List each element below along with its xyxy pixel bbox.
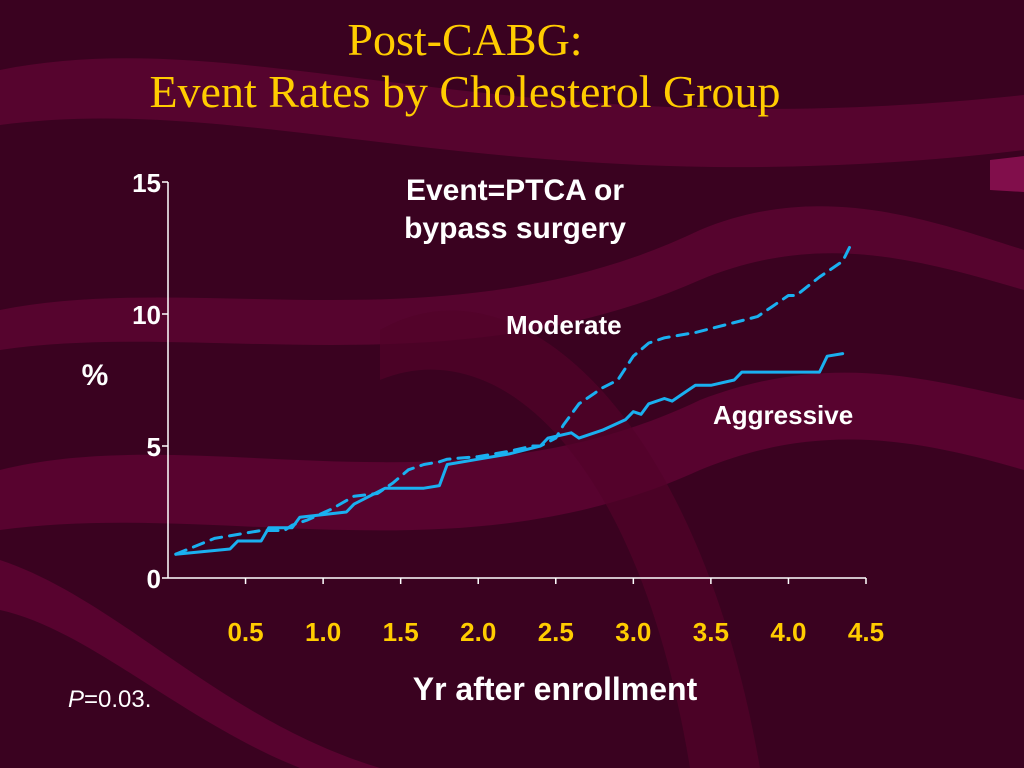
y-axis-title: % [82,359,109,392]
slide-title-line-1: Post-CABG: [347,14,583,65]
x-axis-title: Yr after enrollment [413,671,698,707]
series-line-moderate [174,243,852,556]
series-line-aggressive [174,352,845,556]
y-tick-label: 15 [132,168,161,198]
p-value: P=0.03. [68,686,151,714]
y-tick-label: 5 [147,432,161,462]
slide-title-line-2: Event Rates by Cholesterol Group [149,66,781,117]
x-tick-label: 2.5 [538,617,574,647]
y-tick-label: 10 [132,300,161,330]
series-label-moderate: Moderate [506,310,622,340]
x-tick-label: 2.0 [460,617,496,647]
y-tick-label: 0 [147,564,161,594]
chart-annotation-line-1: Event=PTCA or [405,174,625,207]
chart-annotation-line-2: bypass surgery [404,212,626,245]
x-tick-label: 3.0 [615,617,651,647]
p-value-number: =0.03. [84,686,152,713]
x-tick-label: 0.5 [227,617,263,647]
x-tick-label: 3.5 [693,617,729,647]
x-tick-label: 4.5 [848,617,884,647]
p-value-symbol: P [68,686,85,713]
slide-title: Post-CABG: Event Rates by Cholesterol Gr… [0,14,930,118]
series-label-aggressive: Aggressive [713,400,854,430]
x-tick-label: 1.0 [305,617,341,647]
chart-annotation: Event=PTCA or bypass surgery [330,172,700,248]
x-tick-label: 1.5 [383,617,419,647]
x-tick-label: 4.0 [770,617,806,647]
